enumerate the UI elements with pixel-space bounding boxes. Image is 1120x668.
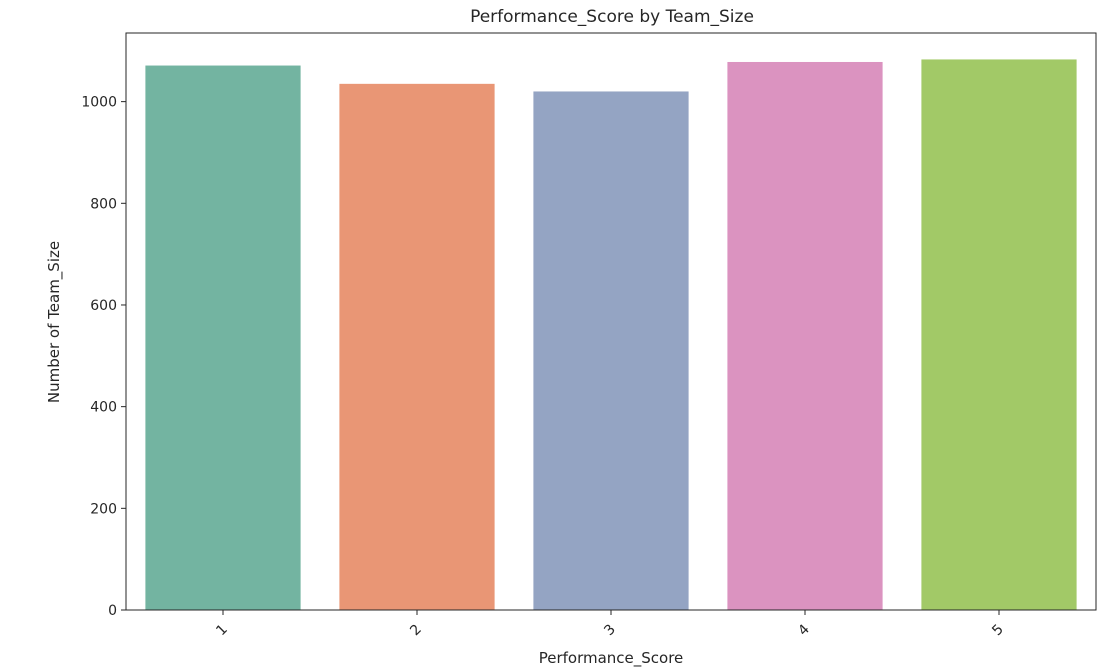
- y-tick-label: 200: [90, 501, 117, 517]
- bar-1: [145, 65, 301, 611]
- x-tick-label: 3: [601, 622, 619, 640]
- bar-2: [339, 83, 495, 611]
- x-tick-label: 1: [213, 622, 231, 640]
- bars-group: [145, 59, 1077, 611]
- y-axis: 0 200 400 600 800 1000: [81, 95, 126, 619]
- y-tick-label: 400: [90, 400, 117, 416]
- x-tick-label: 4: [795, 621, 813, 639]
- y-tick-label: 1000: [81, 95, 117, 111]
- y-tick-label: 600: [90, 298, 117, 314]
- y-tick-label: 800: [90, 196, 117, 212]
- x-tick-label: 5: [989, 622, 1007, 640]
- y-axis-label: Number of Team_Size: [45, 241, 64, 403]
- x-axis: 1 2 3 4 5: [213, 610, 1007, 639]
- y-tick-label: 0: [108, 603, 117, 619]
- chart-title: Performance_Score by Team_Size: [470, 7, 754, 27]
- bar-4: [727, 61, 883, 611]
- x-tick-label: 2: [407, 622, 425, 640]
- bar-5: [921, 59, 1077, 610]
- x-axis-label: Performance_Score: [539, 649, 684, 668]
- bar-3: [533, 91, 689, 610]
